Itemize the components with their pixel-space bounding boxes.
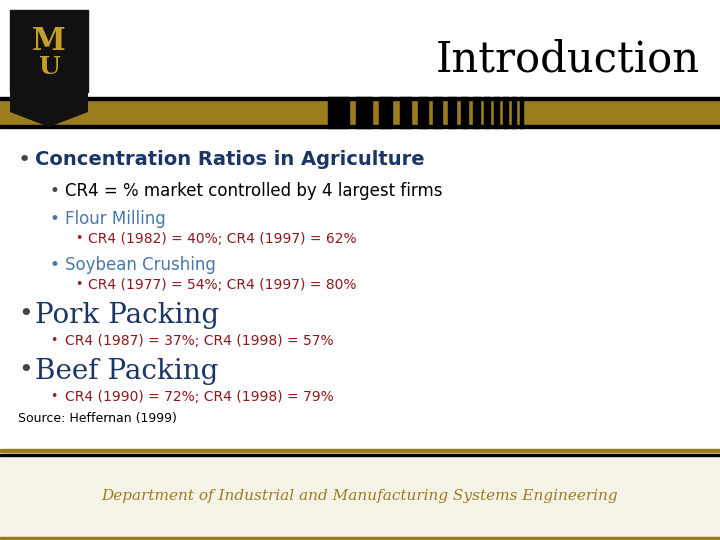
Text: U: U <box>38 56 60 79</box>
Bar <box>512 97 516 128</box>
Text: Introduction: Introduction <box>436 39 700 81</box>
Bar <box>520 97 523 128</box>
Bar <box>356 97 372 128</box>
Text: •: • <box>18 358 32 382</box>
Bar <box>10 10 88 92</box>
Bar <box>473 97 480 128</box>
Text: •: • <box>18 302 32 326</box>
Bar <box>448 97 456 128</box>
Text: Flour Milling: Flour Milling <box>65 210 166 228</box>
Text: Concentration Ratios in Agriculture: Concentration Ratios in Agriculture <box>35 150 425 169</box>
Bar <box>484 97 490 128</box>
Text: CR4 (1990) = 72%; CR4 (1998) = 79%: CR4 (1990) = 72%; CR4 (1998) = 79% <box>65 390 334 404</box>
Bar <box>0 454 720 456</box>
Bar <box>0 97 720 100</box>
Bar <box>0 100 720 125</box>
Text: Soybean Crushing: Soybean Crushing <box>65 256 216 274</box>
Bar <box>0 456 720 540</box>
Text: •: • <box>18 150 31 170</box>
Bar <box>400 97 411 128</box>
Bar <box>503 97 508 128</box>
Bar <box>0 125 720 128</box>
Text: •: • <box>50 182 60 200</box>
Polygon shape <box>10 92 88 127</box>
Text: •: • <box>50 256 60 274</box>
Bar <box>379 97 392 128</box>
Text: M: M <box>32 26 66 57</box>
Bar <box>418 97 428 128</box>
Text: Pork Packing: Pork Packing <box>35 302 219 329</box>
Text: •: • <box>50 210 60 228</box>
Bar <box>461 97 468 128</box>
Bar <box>328 97 349 128</box>
Bar <box>433 97 442 128</box>
Bar <box>0 537 720 540</box>
Bar <box>0 449 720 452</box>
Text: Department of Industrial and Manufacturing Systems Engineering: Department of Industrial and Manufacturi… <box>102 489 618 503</box>
Text: CR4 = % market controlled by 4 largest firms: CR4 = % market controlled by 4 largest f… <box>65 182 443 200</box>
Text: Beef Packing: Beef Packing <box>35 358 218 385</box>
Text: •: • <box>50 390 58 403</box>
Bar <box>494 97 499 128</box>
Text: CR4 (1987) = 37%; CR4 (1998) = 57%: CR4 (1987) = 37%; CR4 (1998) = 57% <box>65 334 333 348</box>
Text: •: • <box>75 232 82 245</box>
Text: •: • <box>75 278 82 291</box>
Text: Source: Heffernan (1999): Source: Heffernan (1999) <box>18 412 177 425</box>
Text: •: • <box>50 334 58 347</box>
Text: CR4 (1977) = 54%; CR4 (1997) = 80%: CR4 (1977) = 54%; CR4 (1997) = 80% <box>88 278 356 292</box>
Text: CR4 (1982) = 40%; CR4 (1997) = 62%: CR4 (1982) = 40%; CR4 (1997) = 62% <box>88 232 356 246</box>
